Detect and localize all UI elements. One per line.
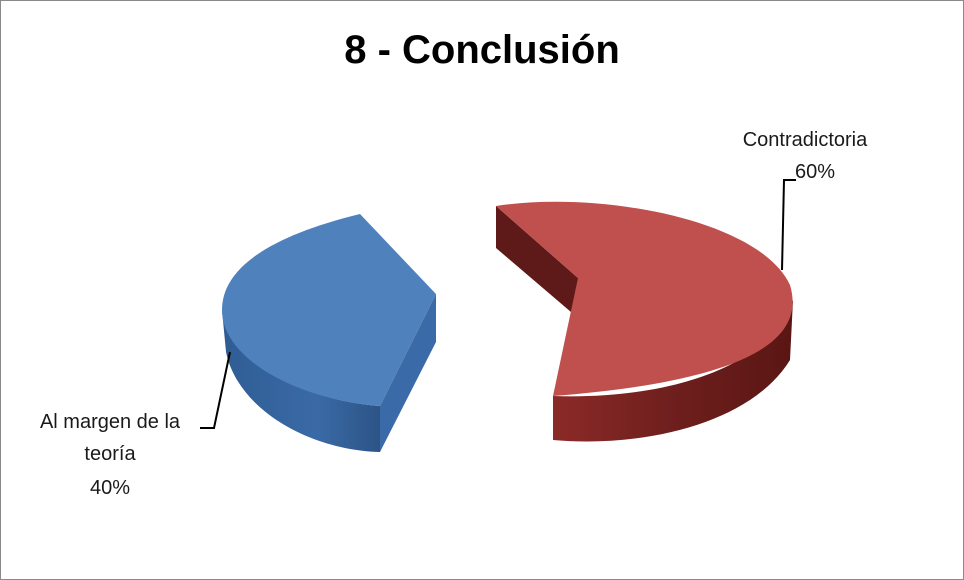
slice-al-margen-side [222,310,380,452]
chart-title: 8 - Conclusión [344,28,620,72]
data-label-al-margen-name-line2: teoría [84,443,136,465]
data-label-al-margen-percent: 40% [89,477,131,499]
slice-al-margen-top [222,214,436,406]
slice-contradictoria-top [496,201,793,396]
data-label-contradictoria-percent: 60% [794,161,836,183]
data-label-al-margen-name-line1: Al margen de la [39,411,181,433]
slice-al-margen[interactable] [222,214,436,452]
slice-contradictoria[interactable] [496,201,793,442]
slice-al-margen-inner-wall [380,294,436,452]
leader-line-al-margen [200,351,231,429]
data-label-contradictoria-name: Contradictoria [742,129,868,151]
slice-contradictoria-inner-wall [496,206,578,318]
slice-contradictoria-side [553,300,793,442]
leader-line-contradictoria [781,179,796,271]
